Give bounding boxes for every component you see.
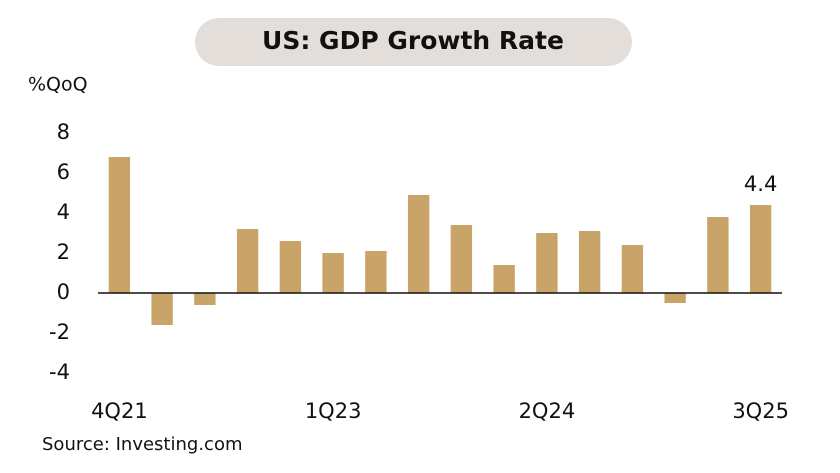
x-tick-label: 2Q24 — [519, 399, 576, 423]
title-pill — [195, 18, 632, 66]
y-tick-label: 8 — [57, 120, 70, 144]
bar — [322, 253, 344, 293]
y-tick-label: 0 — [57, 280, 70, 304]
x-tick-label: 3Q25 — [732, 399, 789, 423]
bar — [621, 245, 644, 293]
y-tick-label: 4 — [57, 200, 70, 224]
chart-title: US: GDP Growth Rate — [262, 26, 564, 55]
source: Source: Investing.com — [42, 434, 243, 455]
x-tick-label: 4Q21 — [91, 399, 148, 423]
bar — [664, 293, 686, 303]
y-tick-label: 6 — [57, 160, 70, 184]
bar — [493, 265, 515, 293]
bar — [236, 229, 259, 293]
x-tick-label: 1Q23 — [305, 399, 362, 423]
bar — [536, 233, 558, 293]
bar — [194, 293, 216, 305]
bar — [151, 293, 173, 325]
bar — [407, 195, 430, 293]
y-tick-label: -4 — [49, 360, 70, 384]
bar — [365, 251, 387, 293]
bar — [707, 217, 729, 293]
y-axis-label: %QoQ — [28, 74, 88, 96]
y-tick-label: -2 — [49, 320, 70, 344]
bar — [108, 157, 131, 293]
bar — [450, 225, 473, 293]
y-tick-label: 2 — [57, 240, 70, 264]
value-label: 4.4 — [744, 172, 777, 196]
bar — [279, 241, 302, 293]
bar — [749, 205, 772, 293]
bar — [578, 231, 601, 293]
